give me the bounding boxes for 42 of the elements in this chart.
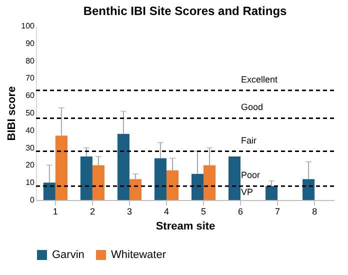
x-axis-title: Stream site [156,220,216,232]
bar [228,156,241,200]
bar [55,136,68,200]
y-tick-label: 30 [26,143,36,152]
x-tick-label: 6 [238,206,244,216]
x-tick-label: 5 [201,206,206,216]
annotation: VP [241,187,254,198]
x-tick-label: 2 [90,206,95,216]
y-tick-label: 70 [26,74,36,83]
ref-line-label: Good [241,102,264,112]
bar [266,186,278,200]
x-tick-label: 8 [312,206,318,216]
bar [117,134,130,200]
ref-line-label: Poor [241,170,260,180]
x-tick-label: 1 [52,206,58,216]
x-tick-label: 7 [275,206,280,216]
y-tick-label: 100 [21,22,36,30]
y-tick-label: 50 [26,108,36,118]
y-tick-label: 20 [26,160,36,170]
x-tick-label: 3 [126,206,132,216]
chart-title: Benthic IBI Site Scores and Ratings [83,4,288,18]
y-axis-title: BIBI score [6,86,18,141]
bar [43,182,56,200]
y-tick-label: 80 [26,56,36,66]
bar [166,170,179,200]
legend-label: Whitewater [111,249,166,261]
bar [302,179,315,200]
ref-line-label: Fair [241,135,256,146]
bar [129,179,142,200]
legend-label: Garvin [52,249,84,261]
y-tick-label: 40 [26,126,36,135]
bar [191,174,204,200]
bar [92,165,104,200]
y-tick-label: 0 [30,196,36,204]
y-tick-label: 90 [26,38,36,48]
bar [204,165,216,200]
y-tick-label: 10 [26,178,36,188]
y-tick-label: 60 [26,91,36,100]
bar [154,158,166,200]
ref-line-label: Excellent [241,74,278,84]
bar [80,156,92,200]
x-tick-label: 4 [164,206,169,216]
